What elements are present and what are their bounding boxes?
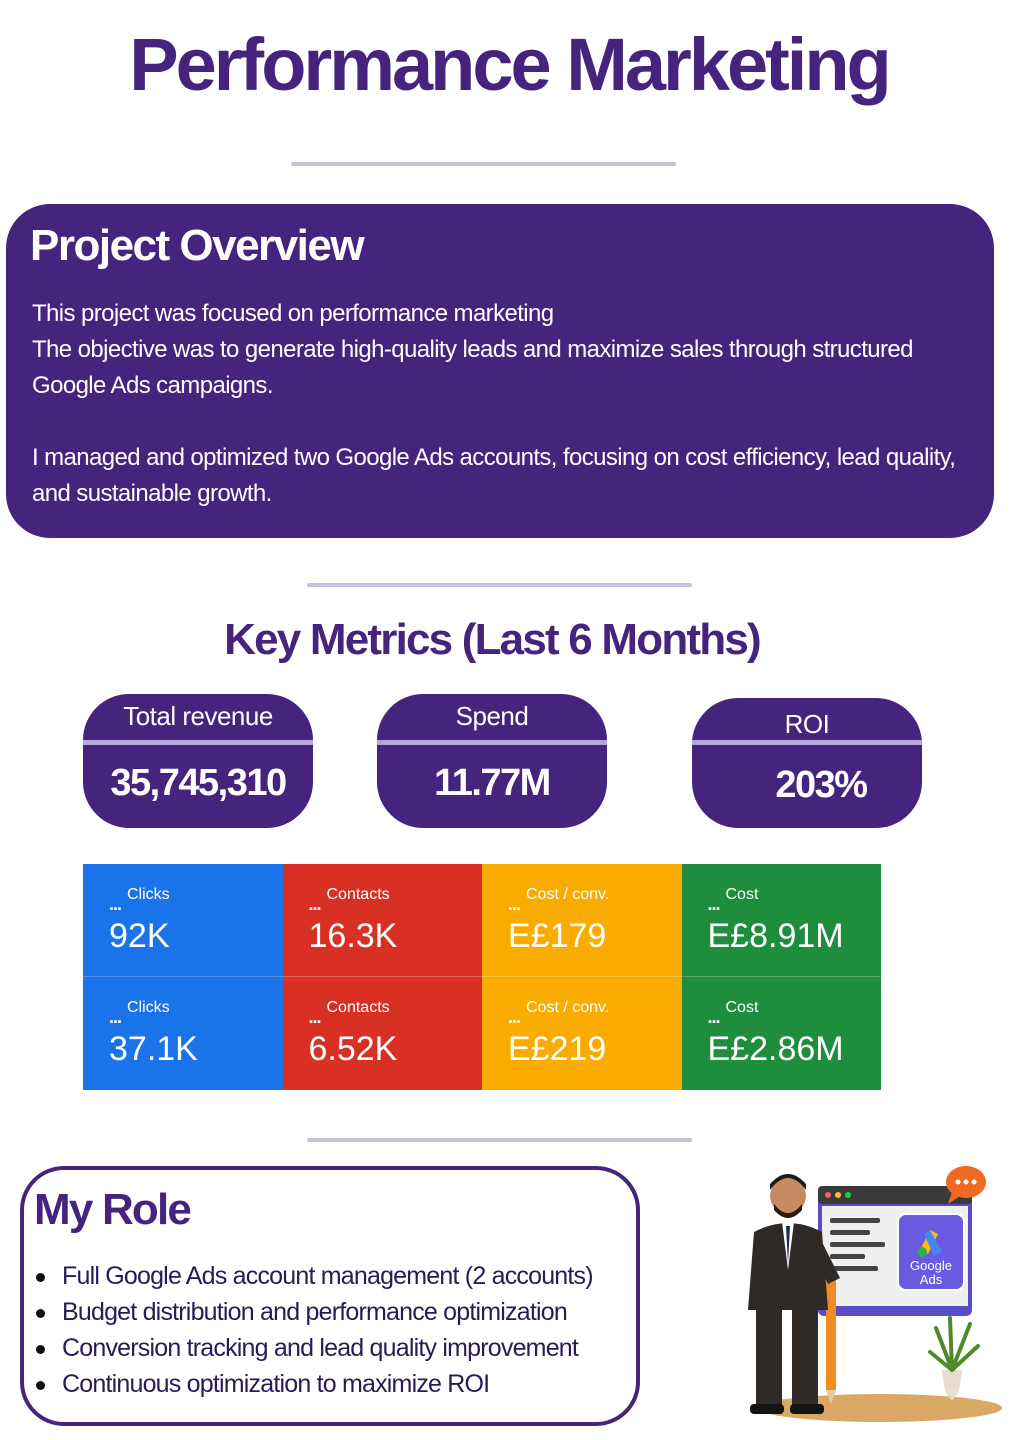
metric-label: Cost bbox=[725, 999, 759, 1016]
more-dots-icon: ... bbox=[508, 1007, 521, 1027]
more-dots-icon: ... bbox=[109, 1007, 122, 1027]
section-divider bbox=[307, 1138, 692, 1142]
metric-value: E£219 bbox=[508, 1030, 607, 1068]
metric-label: Clicks bbox=[127, 999, 170, 1016]
metric-label: Contacts bbox=[326, 999, 390, 1016]
metric-value: 37.1K bbox=[109, 1030, 198, 1068]
google-ads-logo-icon: Google Ads bbox=[897, 1213, 965, 1291]
kpi-label: Spend bbox=[455, 701, 529, 731]
role-item: Conversion tracking and lead quality imp… bbox=[30, 1330, 593, 1366]
businessman-figure bbox=[748, 1174, 840, 1414]
kpi-separator bbox=[692, 740, 922, 745]
kpi-card-spend: Spend 11.77M bbox=[377, 694, 607, 828]
metric-tile-clicks: ... Clicks 92K bbox=[83, 864, 283, 977]
key-metrics-heading: Key Metrics (Last 6 Months) bbox=[224, 615, 762, 664]
metric-tile-clicks: ... Clicks 37.1K bbox=[83, 977, 283, 1090]
metric-value: E£8.91M bbox=[707, 917, 844, 955]
kpi-label: Total revenue bbox=[123, 701, 273, 731]
metric-value: 92K bbox=[109, 917, 170, 955]
role-item: Full Google Ads account management (2 ac… bbox=[30, 1258, 594, 1294]
more-dots-icon: ... bbox=[707, 894, 721, 914]
google-ads-logo-line1: Google bbox=[910, 1258, 952, 1273]
businessman-illustration: Google Ads bbox=[748, 1166, 1002, 1422]
overview-text-line: Google Ads campaigns. bbox=[32, 372, 273, 399]
metric-tile-cost-per-conv: ... Cost / conv. E£179 bbox=[482, 864, 682, 977]
metric-label: Clicks bbox=[127, 886, 170, 903]
more-dots-icon: ... bbox=[707, 1007, 721, 1027]
overview-text-line: The objective was to generate high-quali… bbox=[32, 336, 914, 363]
title-divider bbox=[291, 162, 676, 166]
role-item: Continuous optimization to maximize ROI bbox=[30, 1366, 593, 1402]
overview-heading: Project Overview bbox=[30, 221, 365, 270]
metric-label: Cost / conv. bbox=[526, 886, 610, 903]
kpi-card-roi: ROI 203% bbox=[692, 698, 922, 828]
kpi-separator bbox=[83, 740, 313, 745]
metric-tile-cost: ... Cost E£2.86M bbox=[681, 977, 881, 1090]
my-role-panel bbox=[20, 1166, 640, 1426]
overview-text-line: This project was focused on performance … bbox=[32, 300, 554, 327]
kpi-value: 203% bbox=[775, 764, 868, 806]
kpi-separator bbox=[377, 740, 607, 745]
my-role-heading: My Role bbox=[34, 1185, 192, 1234]
kpi-value: 35,745,310 bbox=[110, 762, 287, 804]
metric-value: 16.3K bbox=[308, 917, 398, 955]
role-item: Budget distribution and performance opti… bbox=[30, 1294, 593, 1330]
metric-value: E£179 bbox=[508, 917, 607, 955]
kpi-label: ROI bbox=[784, 709, 830, 739]
google-ads-logo-line2: Ads bbox=[920, 1272, 943, 1287]
page-title: Performance Marketing bbox=[129, 23, 892, 106]
more-dots-icon: ... bbox=[508, 894, 521, 914]
plant-icon bbox=[928, 1316, 980, 1400]
chat-bubble-icon bbox=[946, 1166, 986, 1204]
metric-value: 6.52K bbox=[308, 1030, 398, 1068]
metric-label: Cost bbox=[725, 886, 759, 903]
google-ads-metrics-grid: ... Clicks 92K ... Contacts 16.3K ... Co… bbox=[83, 864, 881, 1090]
section-divider bbox=[307, 583, 692, 587]
floor-disc bbox=[758, 1394, 1002, 1422]
more-dots-icon: ... bbox=[308, 894, 322, 914]
project-overview-panel bbox=[6, 204, 994, 538]
role-list: Full Google Ads account management (2 ac… bbox=[30, 1258, 594, 1402]
metric-label: Cost / conv. bbox=[526, 999, 610, 1016]
overview-text-line: I managed and optimized two Google Ads a… bbox=[32, 444, 956, 471]
pencil-icon bbox=[826, 1280, 836, 1404]
kpi-value: 11.77M bbox=[434, 762, 551, 804]
metric-tile-contacts: ... Contacts 6.52K bbox=[282, 977, 482, 1090]
metric-value: E£2.86M bbox=[707, 1030, 844, 1068]
more-dots-icon: ... bbox=[308, 1007, 322, 1027]
metric-tile-cost-per-conv: ... Cost / conv. E£219 bbox=[482, 977, 682, 1090]
metric-tile-contacts: ... Contacts 16.3K bbox=[282, 864, 482, 977]
kpi-card-total-revenue: Total revenue 35,745,310 bbox=[83, 694, 313, 828]
metric-label: Contacts bbox=[326, 886, 390, 903]
overview-text-line: and sustainable growth. bbox=[32, 480, 272, 507]
more-dots-icon: ... bbox=[109, 894, 122, 914]
metric-tile-cost: ... Cost E£8.91M bbox=[681, 864, 881, 977]
